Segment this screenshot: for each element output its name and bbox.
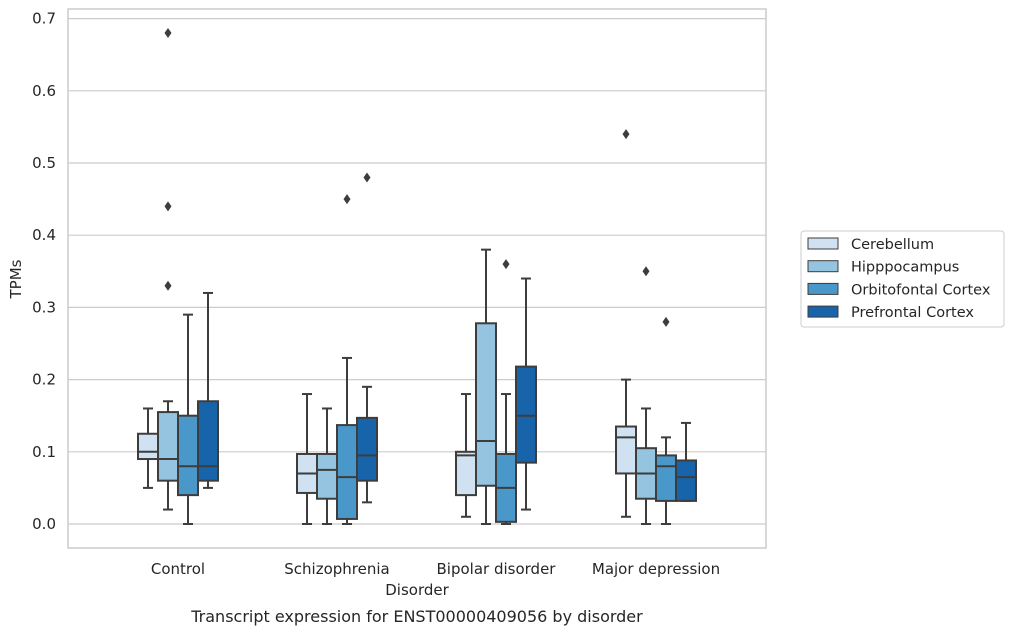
chart-caption: Transcript expression for ENST0000040905… — [190, 607, 643, 626]
box-body — [356, 416, 378, 482]
box-body — [655, 454, 677, 502]
y-tick-label: 0.1 — [32, 443, 56, 461]
x-tick-label: Schizophrenia — [284, 560, 389, 578]
box — [296, 393, 318, 525]
box — [356, 172, 378, 504]
y-tick-label: 0.2 — [32, 371, 56, 389]
boxes — [137, 28, 697, 525]
box — [455, 393, 477, 518]
legend-swatch — [807, 282, 839, 295]
legend-swatch — [807, 260, 839, 273]
legend-label: Cerebellum — [851, 237, 934, 253]
legend: Cerebellum Hipppocampus Orbitofontal Corte… — [800, 230, 1005, 328]
legend-label: Orbitofontal Cortex — [851, 282, 991, 298]
outlier-point — [622, 129, 630, 140]
outlier-point — [164, 201, 172, 212]
box-body — [455, 450, 477, 497]
x-tick-label: Major depression — [592, 560, 720, 578]
legend-swatch — [807, 237, 839, 250]
box — [495, 259, 517, 525]
box — [655, 316, 677, 525]
box-body — [675, 459, 697, 502]
box — [515, 277, 537, 511]
y-tick-label: 0.4 — [32, 226, 56, 244]
box-body — [157, 411, 179, 482]
y-axis-label: TPMs — [7, 259, 25, 299]
y-tick-label: 0.6 — [32, 82, 56, 100]
outlier-point — [164, 28, 172, 39]
box — [635, 266, 657, 525]
outlier-point — [363, 172, 371, 183]
x-tick-labels: Control Schizophrenia Bipolar disorder Majo… — [151, 560, 720, 578]
legend-swatch — [807, 305, 839, 318]
y-tick-label: 0.7 — [32, 10, 56, 28]
box — [316, 407, 338, 525]
box-body — [137, 432, 159, 461]
plot-frame — [67, 8, 767, 549]
outlier-point — [642, 266, 650, 277]
box — [336, 194, 358, 525]
box — [137, 407, 159, 489]
box — [157, 28, 179, 511]
legend-frame — [800, 230, 1005, 328]
box — [675, 421, 697, 502]
box-body — [177, 414, 199, 497]
box-body — [615, 425, 637, 475]
box — [475, 248, 497, 525]
x-tick-label: Bipolar disorder — [437, 560, 557, 578]
y-tick-label: 0.3 — [32, 298, 56, 316]
legend-label: Prefrontal Cortex — [851, 305, 974, 321]
legend-label: Hipppocampus — [851, 260, 959, 276]
x-tick-label: Control — [151, 560, 205, 578]
box — [197, 291, 219, 489]
box — [615, 129, 637, 518]
box-body — [515, 365, 537, 464]
outlier-point — [164, 280, 172, 291]
box-body — [475, 322, 497, 487]
outlier-point — [502, 259, 510, 270]
y-tick-labels: 0.0 0.1 0.2 0.3 0.4 0.5 0.6 0.7 — [32, 10, 56, 533]
outlier-point — [662, 316, 670, 327]
outlier-point — [343, 194, 351, 205]
y-tick-label: 0.5 — [32, 154, 56, 172]
y-tick-label: 0.0 — [32, 515, 56, 533]
box-body — [197, 400, 219, 482]
box-body — [316, 452, 338, 500]
box-body — [336, 424, 358, 520]
x-axis-label: Disorder — [385, 581, 449, 599]
box — [177, 313, 199, 525]
